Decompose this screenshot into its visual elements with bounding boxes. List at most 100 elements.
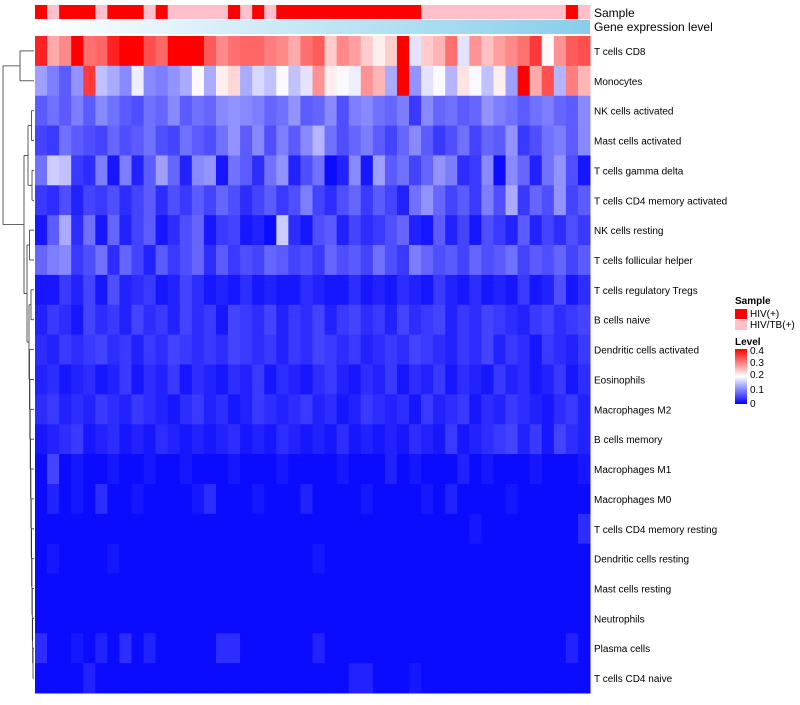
heatmap-cell <box>457 95 470 127</box>
heatmap-cell <box>324 364 338 395</box>
heatmap-cell <box>445 125 458 156</box>
heatmap-cell <box>131 633 145 664</box>
heatmap-cell <box>107 215 120 246</box>
heatmap-cell <box>565 155 579 186</box>
heatmap-cell <box>553 633 567 664</box>
heatmap-cell <box>493 36 507 67</box>
heatmap-cell <box>167 454 181 485</box>
heatmap-cell <box>457 394 470 425</box>
heatmap-cell <box>469 125 482 156</box>
legend-swatch-hivtb <box>735 320 747 330</box>
heatmap-cell <box>252 125 265 156</box>
heatmap-cell <box>324 155 338 186</box>
heatmap-cell <box>83 274 96 306</box>
heatmap-cell <box>493 394 507 425</box>
heatmap-cell <box>481 364 494 395</box>
heatmap-cell <box>131 274 145 306</box>
legend-level-title: Level <box>735 337 761 348</box>
heatmap-cell <box>131 125 145 156</box>
heatmap-cell <box>493 603 507 634</box>
heatmap-cell <box>35 483 48 515</box>
heatmap-cell <box>336 95 350 127</box>
heatmap-cell <box>71 603 84 634</box>
heatmap-cell <box>348 364 362 395</box>
heatmap-cell <box>276 483 289 515</box>
heatmap-cell <box>131 334 145 365</box>
heatmap-cell <box>191 125 205 156</box>
heatmap-cell <box>215 334 229 365</box>
heatmap-cell <box>143 603 157 634</box>
heatmap-cell <box>167 215 181 246</box>
heatmap-cell <box>252 603 265 634</box>
row-label: Monocytes <box>594 77 642 88</box>
heatmap-cell <box>300 573 313 604</box>
heatmap-cell <box>47 663 60 694</box>
heatmap-cell <box>457 513 470 545</box>
heatmap-cell <box>336 304 350 336</box>
heatmap-cell <box>360 454 374 485</box>
heatmap-cell <box>155 215 169 246</box>
heatmap-cell <box>300 424 313 455</box>
heatmap-cell <box>336 274 350 306</box>
heatmap-cell <box>143 663 157 694</box>
heatmap-cell <box>336 483 350 515</box>
heatmap-cell <box>553 215 567 246</box>
heatmap-cell <box>457 215 470 246</box>
heatmap-cell <box>228 543 241 575</box>
heatmap-cell <box>565 36 579 67</box>
heatmap-cell <box>167 543 181 575</box>
heatmap-cell <box>252 304 265 336</box>
heatmap-cell <box>541 424 555 455</box>
heatmap-cell <box>433 394 446 425</box>
heatmap-cell <box>553 304 567 336</box>
heatmap-cell <box>541 633 555 664</box>
heatmap-cell <box>35 65 48 97</box>
heatmap-cell <box>421 274 434 306</box>
heatmap-cell <box>421 245 434 276</box>
heatmap-cell <box>421 125 434 156</box>
heatmap-cell <box>252 573 265 604</box>
heatmap-cell <box>59 603 72 634</box>
legend: Sample HIV(+) HIV/TB(+) Level 0.4 0.3 0.… <box>735 296 795 410</box>
heatmap-cell <box>553 65 567 97</box>
heatmap-cell <box>433 155 446 186</box>
heatmap-cell <box>481 633 494 664</box>
heatmap-cell <box>167 155 181 186</box>
heatmap-cell <box>71 573 84 604</box>
heatmap-cell <box>324 125 338 156</box>
heatmap-cell <box>300 245 313 276</box>
heatmap-cell <box>336 543 350 575</box>
sample-annotation-cell <box>396 5 410 19</box>
heatmap-cell <box>107 663 120 694</box>
heatmap-cell <box>565 483 579 515</box>
heatmap-cell <box>179 603 193 634</box>
heatmap-cell <box>517 633 531 664</box>
heatmap-cell <box>276 245 289 276</box>
heatmap-cell <box>276 603 289 634</box>
heatmap-cell <box>143 185 157 216</box>
heatmap-cell <box>191 274 205 306</box>
heatmap-cell <box>541 543 555 575</box>
heatmap-cell <box>143 454 157 485</box>
heatmap-cell <box>396 633 410 664</box>
heatmap-cell <box>83 215 96 246</box>
heatmap-cell <box>155 424 169 455</box>
heatmap-cell <box>228 65 241 97</box>
heatmap-cell <box>119 125 133 156</box>
heatmap-cell <box>553 155 567 186</box>
heatmap-cell <box>47 364 60 395</box>
heatmap-cell <box>493 364 507 395</box>
heatmap-cell <box>396 245 410 276</box>
heatmap-cell <box>505 334 519 365</box>
sample-annotation-cell <box>324 5 338 19</box>
heatmap-cell <box>372 424 386 455</box>
heatmap-cell <box>276 215 289 246</box>
heatmap-cell <box>457 633 470 664</box>
heatmap-cell <box>517 215 531 246</box>
heatmap-cell <box>179 543 193 575</box>
heatmap-cell <box>384 603 398 634</box>
heatmap-cell <box>107 603 120 634</box>
heatmap-cell <box>541 155 555 186</box>
heatmap-cell <box>553 573 567 604</box>
heatmap-cell <box>312 663 326 694</box>
